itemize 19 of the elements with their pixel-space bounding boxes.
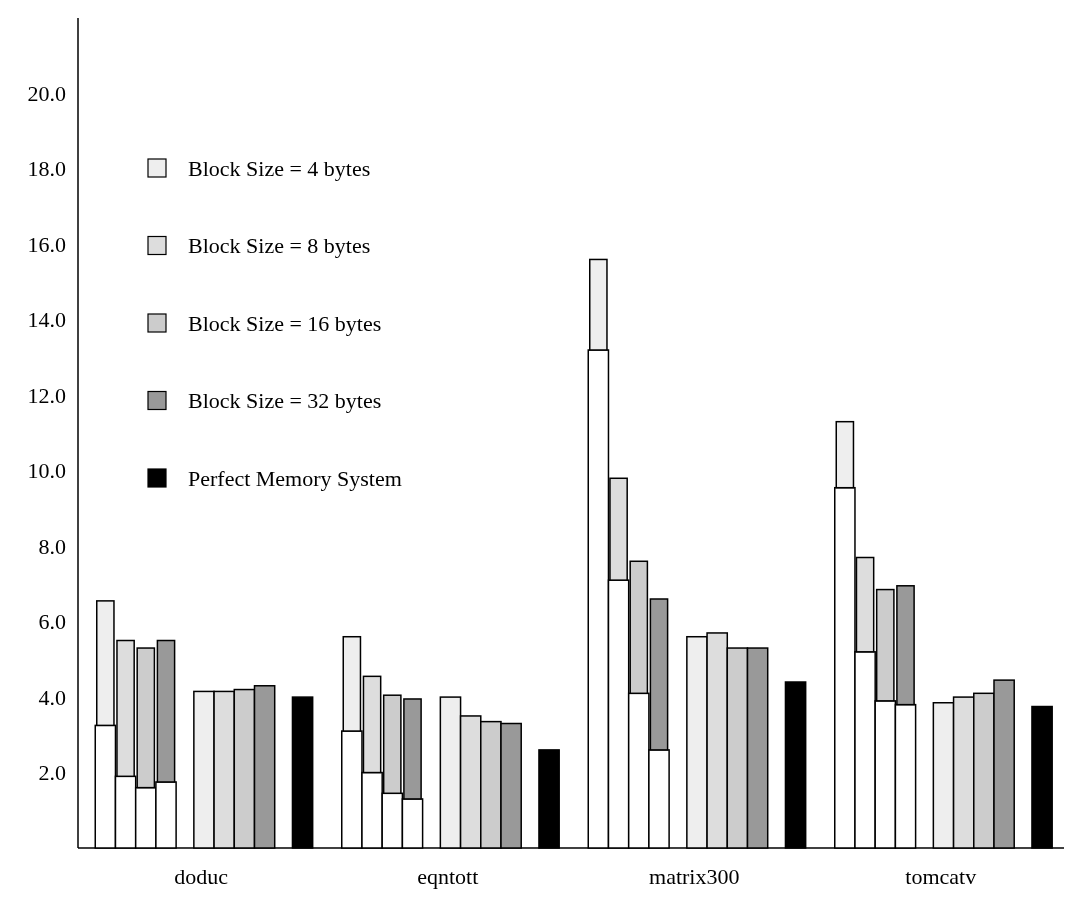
legend-label: Block Size = 8 bytes [188, 233, 371, 258]
y-tick-label: 4.0 [38, 684, 66, 710]
y-tick-label: 14.0 [27, 307, 66, 333]
y-tick-label: 2.0 [38, 760, 66, 786]
y-tick-label: 16.0 [27, 231, 66, 257]
y-tick-label: 12.0 [27, 382, 66, 408]
legend-label: Block Size = 16 bytes [188, 310, 382, 336]
y-tick-label: 8.0 [38, 533, 66, 559]
y-tick-label: 18.0 [27, 156, 66, 182]
x-tick-label: matrix300 [649, 864, 740, 889]
legend-label: Block Size = 32 bytes [188, 388, 382, 413]
y-tick-label: 10.0 [27, 458, 66, 484]
y-tick-label: 6.0 [38, 609, 66, 635]
x-tick-label: doduc [174, 864, 229, 889]
x-tick-label: tomcatv [905, 864, 977, 889]
legend-label: Block Size = 4 bytes [188, 155, 371, 181]
legend-label: Perfect Memory System [188, 465, 402, 491]
y-tick-label: 20.0 [27, 80, 66, 106]
x-tick-label: eqntott [417, 864, 479, 889]
